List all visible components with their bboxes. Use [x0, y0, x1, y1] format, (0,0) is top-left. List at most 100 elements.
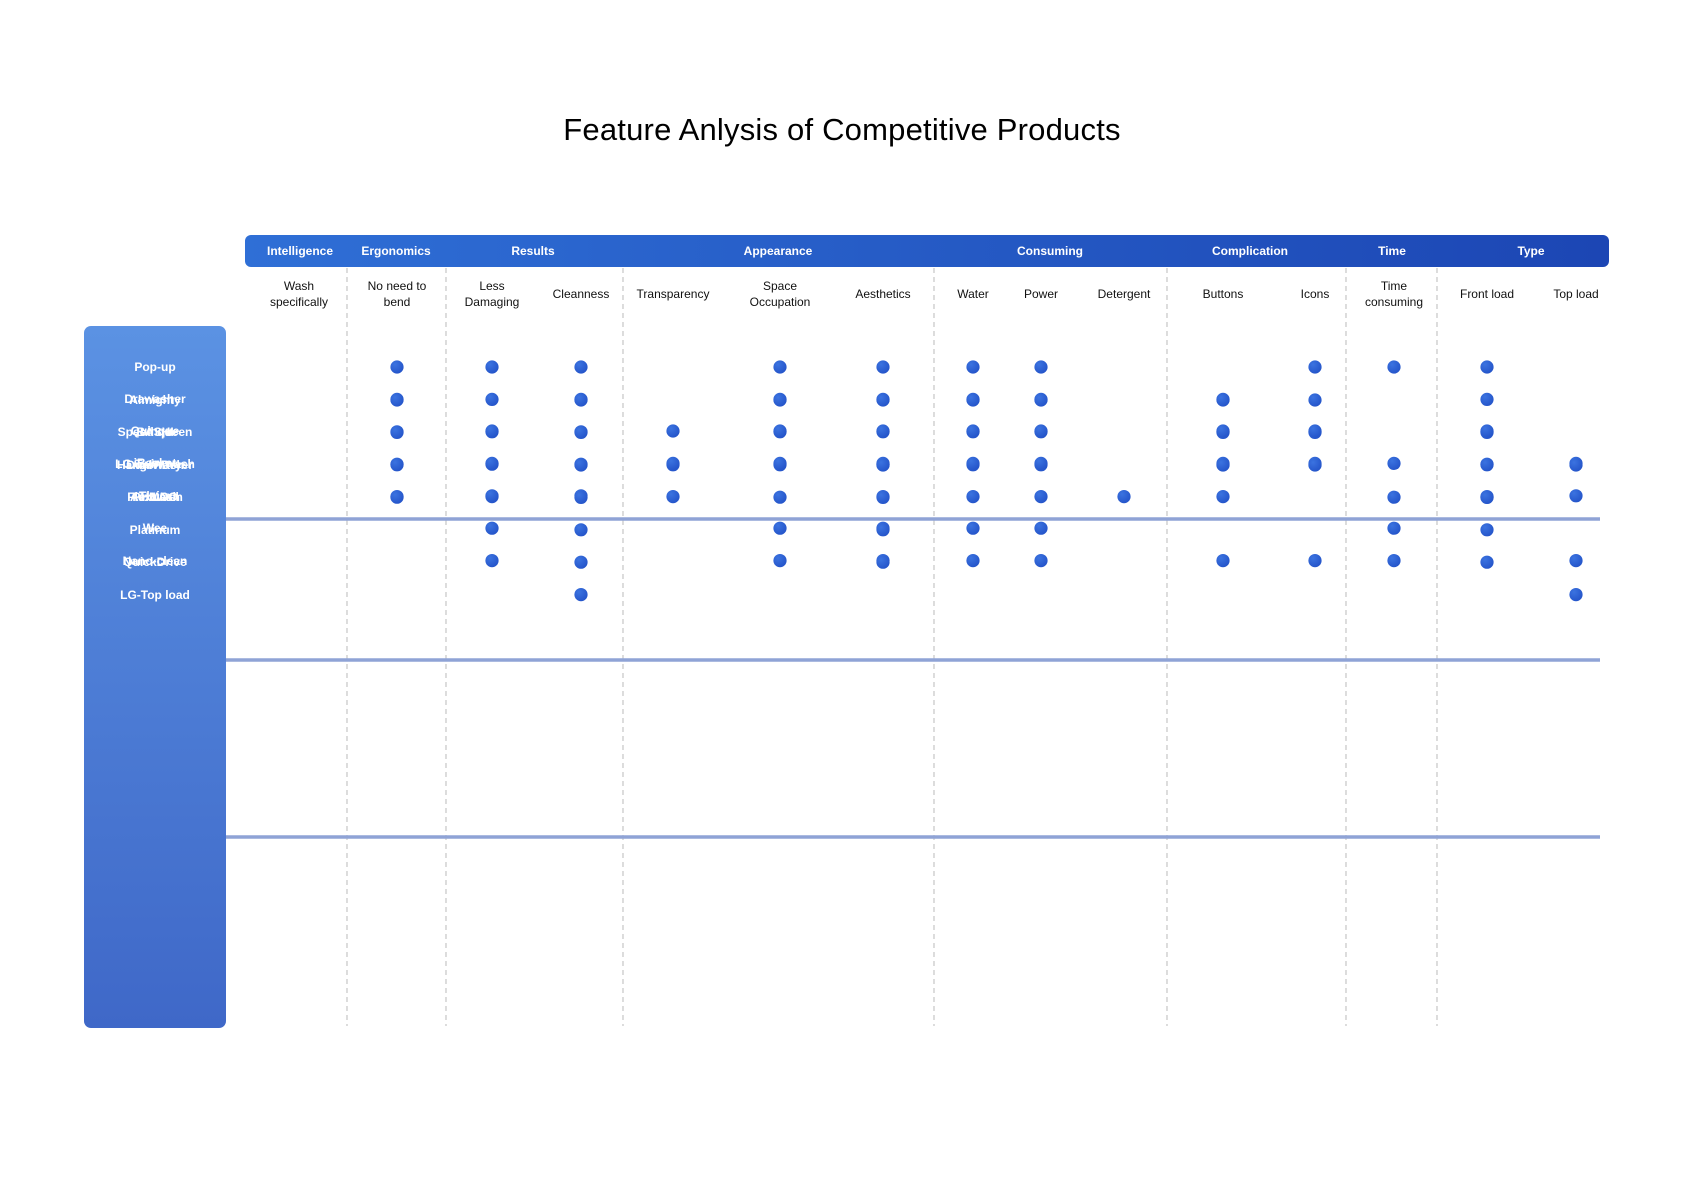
column-label-det: Detergent	[1076, 286, 1172, 302]
column-label-line: Icons	[1300, 287, 1330, 301]
feature-dot	[1216, 458, 1230, 472]
feature-dot	[1034, 490, 1048, 504]
column-label-wash: Wash specifically	[251, 278, 347, 310]
column-label-line: Buttons	[1202, 287, 1244, 301]
column-label-damage: Less Damaging	[444, 278, 540, 310]
feature-dot	[1480, 360, 1494, 374]
feature-dot	[876, 393, 890, 407]
feature-dot	[574, 588, 588, 602]
column-label-trans: Transparency	[625, 286, 721, 302]
product-label: Wee	[142, 521, 168, 536]
column-label-aes: Aesthetics	[835, 286, 931, 302]
feature-dot	[1034, 456, 1048, 470]
category-label: Intelligence	[266, 244, 334, 258]
feature-dot	[1308, 554, 1322, 568]
feature-dot	[574, 360, 588, 374]
column-label-line: Wash	[283, 279, 315, 293]
feature-dot	[485, 456, 499, 470]
feature-dot	[966, 554, 980, 568]
feature-dot	[1117, 490, 1131, 504]
feature-dot	[390, 360, 404, 374]
feature-dot	[1480, 523, 1494, 537]
feature-dot	[773, 456, 787, 470]
feature-dot	[1569, 554, 1583, 568]
feature-dot	[1387, 490, 1401, 504]
category-label: Consuming	[1017, 244, 1083, 258]
column-label-clean: Cleanness	[533, 286, 629, 302]
product-label: LG Twin wash	[115, 457, 195, 472]
column-label-line: Front load	[1459, 287, 1515, 301]
category-label: Time	[1378, 244, 1406, 258]
column-label-line: consuming	[1364, 295, 1424, 309]
product-label: Hanger Dryer	[116, 457, 194, 472]
column-label-power: Power	[993, 286, 1089, 302]
feature-dot	[966, 424, 980, 438]
column-label-line: specifically	[269, 295, 329, 309]
product-panel	[84, 326, 226, 1028]
feature-dot	[1216, 393, 1230, 407]
feature-dot	[666, 456, 680, 470]
feature-dot	[1569, 489, 1583, 503]
product-label: LG-Top load	[120, 587, 190, 602]
feature-dot	[1480, 424, 1494, 438]
category-label: Ergonomics	[361, 244, 431, 258]
feature-dot	[1308, 393, 1322, 407]
product-label: Quinque	[130, 424, 180, 438]
feature-dot	[574, 490, 588, 504]
column-label-line: Top load	[1553, 287, 1599, 301]
column-label-water: Water	[925, 286, 1021, 302]
product-label: FlexWash	[127, 490, 183, 505]
feature-dot	[666, 490, 680, 504]
feature-dot	[1480, 490, 1494, 504]
product-label: Drawasher	[124, 392, 186, 407]
feature-dot	[1216, 424, 1230, 438]
feature-dot	[1034, 393, 1048, 407]
column-label-bend: No need to bend	[349, 278, 445, 310]
product-label: DualWash	[126, 458, 184, 472]
feature-dot	[876, 490, 890, 504]
category-label: Results	[511, 244, 555, 258]
feature-dot	[485, 521, 499, 535]
product-label: Almighty	[129, 393, 181, 407]
column-label-line: Water	[957, 287, 989, 301]
column-label-line: Damaging	[464, 295, 520, 309]
feature-dot	[966, 360, 980, 374]
column-label-line: Less	[479, 279, 505, 293]
feature-dot	[574, 458, 588, 472]
feature-dot	[1387, 360, 1401, 374]
column-label-line: Time	[1380, 279, 1408, 293]
column-label-line: Space	[762, 279, 798, 293]
feature-dot	[1387, 521, 1401, 535]
feature-dot	[773, 490, 787, 504]
product-label: Speed queen	[117, 425, 193, 440]
feature-dot	[390, 458, 404, 472]
feature-dot	[966, 456, 980, 470]
category-label: Type	[1517, 244, 1545, 258]
feature-dot	[876, 360, 890, 374]
column-label-buttons: Buttons	[1175, 286, 1271, 302]
feature-dot	[876, 555, 890, 569]
column-label-line: Cleanness	[552, 287, 610, 301]
feature-dot	[876, 424, 890, 438]
column-label-icons: Icons	[1267, 286, 1363, 302]
feature-dot	[1480, 555, 1494, 569]
feature-dot	[574, 425, 588, 439]
feature-dot	[966, 393, 980, 407]
feature-dot	[1034, 554, 1048, 568]
product-label: Tlsira	[138, 488, 171, 503]
product-label: iBasket	[133, 456, 177, 471]
feature-dot	[1480, 458, 1494, 472]
feature-dot	[485, 360, 499, 374]
feature-dot	[773, 521, 787, 535]
product-label: QuickDrive	[123, 555, 187, 570]
column-label-time: Time consuming	[1346, 278, 1442, 310]
feature-dot	[1569, 458, 1583, 472]
column-label-line: bend	[383, 295, 411, 309]
feature-dot	[390, 425, 404, 439]
feature-dot	[485, 392, 499, 406]
feature-dot	[574, 523, 588, 537]
feature-dot	[1308, 458, 1322, 472]
feature-dot	[390, 490, 404, 504]
